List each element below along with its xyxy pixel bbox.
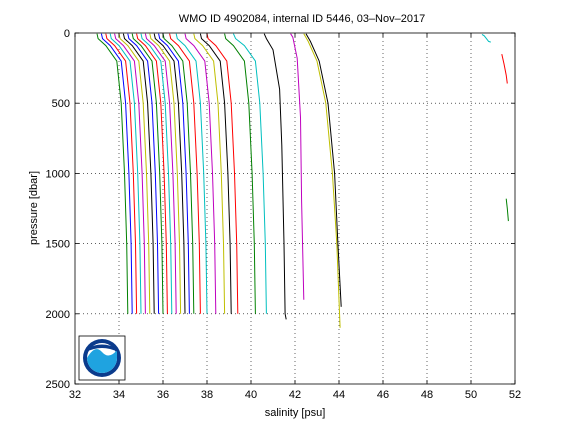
logo-bird-wave: [87, 349, 117, 373]
profile-series-18: [175, 33, 208, 314]
x-tick-labels: 32 34 36 38 40 42 44 46 48 50 52: [69, 389, 521, 401]
plot-area: [74, 32, 516, 385]
x-tick-label: 42: [289, 389, 301, 401]
logo-arc: [86, 344, 118, 352]
profile-series-12: [144, 33, 177, 314]
profile-series-23: [224, 33, 256, 314]
profile-series-10: [136, 33, 168, 314]
profile-series-26: [290, 33, 305, 300]
y-tick-label: 1500: [46, 239, 70, 251]
profile-series-27: [303, 33, 341, 328]
profile-series-16: [162, 33, 195, 314]
y-tick-label: 1000: [46, 168, 70, 180]
profile-series-1: [96, 33, 129, 314]
y-tick-label: 2500: [46, 379, 70, 391]
x-tick-label: 50: [465, 389, 477, 401]
profile-series-17: [169, 33, 201, 314]
profile-series-7: [122, 33, 155, 314]
profile-series-3: [105, 33, 138, 314]
profile-series-25: [263, 33, 287, 320]
axis-ticks: [74, 32, 516, 385]
profile-series-15: [158, 33, 190, 314]
profile-series-2: [100, 33, 133, 314]
profile-series-6: [118, 33, 151, 314]
chart-title: WMO ID 4902084, internal ID 5446, 03–Nov…: [179, 13, 425, 25]
profile-series-24: [232, 33, 267, 314]
profile-series-9: [131, 33, 164, 314]
profile-series-31: [505, 198, 509, 222]
y-tick-label: 500: [52, 98, 70, 110]
x-tick-label: 48: [421, 389, 433, 401]
x-tick-label: 40: [245, 389, 257, 401]
profile-series-21: [199, 33, 232, 314]
noaa-logo: [78, 335, 126, 381]
y-tick-labels: 0 500 1000 1500 2000 2500: [46, 28, 70, 391]
profile-series-22: [206, 33, 239, 314]
x-tick-label: 34: [113, 389, 125, 401]
y-tick-label: 2000: [46, 309, 70, 321]
profile-series-28: [305, 33, 342, 307]
x-tick-label: 38: [201, 389, 213, 401]
profile-series-8: [127, 33, 160, 314]
x-tick-label: 44: [333, 389, 345, 401]
profile-series-11: [140, 33, 173, 314]
profile-series-20: [193, 33, 226, 314]
x-tick-label: 32: [69, 389, 81, 401]
y-axis-title: pressure [dbar]: [28, 171, 40, 245]
profile-series-14: [153, 33, 186, 314]
profile-series-29: [481, 33, 491, 43]
grid-lines: [75, 33, 515, 384]
x-axis-title: salinity [psu]: [265, 407, 326, 419]
y-tick-label: 0: [64, 28, 70, 40]
profile-series-13: [149, 33, 182, 314]
x-tick-label: 36: [157, 389, 169, 401]
x-tick-label: 52: [509, 389, 521, 401]
profile-series-30: [501, 53, 508, 84]
profile-series-19: [184, 33, 217, 314]
data-series: [96, 33, 509, 328]
x-tick-label: 46: [377, 389, 389, 401]
profile-series-5: [114, 33, 146, 314]
profile-series-4: [109, 33, 142, 314]
